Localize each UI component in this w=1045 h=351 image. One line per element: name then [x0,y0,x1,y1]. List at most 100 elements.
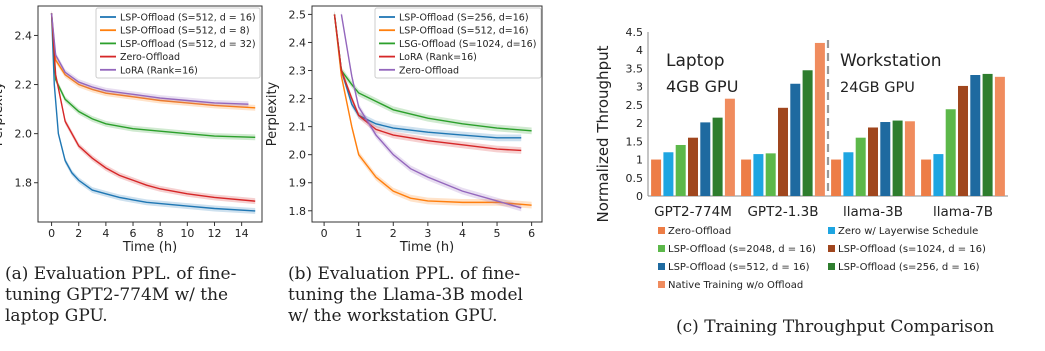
y-tick-label: 2 [636,117,643,130]
legend-swatch [828,263,835,270]
bar [778,107,788,196]
x-tick-label: 14 [235,227,249,240]
series-line [50,13,256,139]
legend-label: Zero-Offload [399,65,459,76]
y-tick-label: 2.5 [626,99,644,112]
legend-label: LoRA (Rank=16) [120,65,198,76]
bar [814,42,825,196]
series-line [50,13,249,105]
y-tick-label: 3 [636,81,643,94]
legend-label: LoRA (Rank=16) [399,52,477,63]
category-label: llama-3B [843,204,903,220]
y-tick-label: 2.2 [289,93,307,106]
y-tick-label: 2.0 [289,149,307,162]
bar [741,159,752,196]
legend-box [95,7,261,79]
y-tick-label: 2.5 [289,8,307,21]
legend-label: LSP-Offload (S=512, d=16) [399,26,529,37]
y-tick-label: 1.5 [626,135,644,148]
bar [802,70,813,196]
series-line [333,14,522,139]
legend-label: Native Training w/o Offload [668,280,803,291]
series-line [333,14,532,206]
bar [970,75,981,196]
y-tick-label: 2.4 [15,29,33,42]
x-tick-label: 2 [75,227,82,240]
bar [765,153,776,196]
y-tick-label: 2.0 [15,128,33,141]
y-axis-label: Perplexity [265,81,280,146]
legend-box [374,7,542,79]
legend-label: Zero-Offload [668,226,731,237]
bar [994,76,1005,196]
chart-b-llama-perplexity: 0 1 2 3 4 5 6 1.8 1.9 2.0 2.1 2.2 2.3 2.4 2.5 Time (h) P… [265,5,543,255]
legend-swatch [828,227,835,234]
series-line [50,13,256,109]
legend-swatch [658,227,665,234]
x-tick-label: 5 [494,227,501,240]
bar [651,159,662,196]
legend-label: Zero-Offload [120,52,180,63]
group-subtitle-laptop: 4GB GPU [666,77,738,96]
caption-a: (a) Evaluation PPL. of fine- tuning GPT2… [5,264,237,326]
bar [712,117,723,196]
bar [831,159,842,196]
legend-swatch [828,245,835,252]
category-label: GPT2-1.3B [747,204,818,220]
y-tick-label: 4 [636,44,643,57]
x-tick-label: 8 [157,227,164,240]
bar [904,121,915,196]
x-tick-label: 0 [321,227,328,240]
category-label: llama-7B [933,204,993,220]
y-tick-label: 1.8 [15,177,33,190]
bar [880,122,891,196]
y-tick-label: 2.3 [289,65,307,78]
legend-label: LSG-Offload (S=1024, d=16) [399,39,536,50]
bar [868,127,878,196]
x-tick-label: 12 [207,227,221,240]
bar [958,85,968,196]
bar [982,73,993,196]
x-tick-label: 1 [355,227,362,240]
y-tick-label: 3.5 [626,62,644,75]
x-tick-label: 2 [390,227,397,240]
bar [688,137,698,196]
legend-label: LSP-Offload (S=512, d = 32) [120,39,256,50]
bar [663,152,674,196]
series-line [333,14,532,132]
series-band [334,11,532,135]
group-title-workstation: Workstation [840,51,942,71]
y-tick-label: 1.9 [289,177,307,190]
bar [921,159,932,196]
y-axis-label: Perplexity [0,81,6,146]
plot-frame [37,5,263,223]
y-tick-label: 4.5 [626,26,644,39]
series-line [50,13,256,202]
series-line [50,13,256,212]
legend-label: LSP-Offload (s=1024, d = 16) [838,244,986,255]
legend-label: LSP-Offload (s=256, d = 16) [838,262,980,273]
y-tick-label: 2.2 [15,79,33,92]
bar [855,137,866,196]
bar [724,98,735,196]
group-title-laptop: Laptop [666,51,725,71]
bar [892,120,903,196]
y-tick-label: 0 [636,190,643,203]
chart-c-throughput: 0 0.5 1 1.5 2 2.5 3 3.5 4 4.5 Normalized Throughpu… [594,26,1008,291]
group-subtitle-workstation: 24GB GPU [840,80,915,96]
y-tick-label: 1.8 [289,205,307,218]
y-tick-label: 2.4 [289,36,307,49]
legend-swatch [658,263,665,270]
category-label: GPT2-774M [654,204,732,220]
x-tick-label: 10 [180,227,194,240]
series-line [333,14,522,152]
bar [843,152,854,196]
legend-label: LSP-Offload (S=256, d=16) [399,13,529,24]
bar [945,109,956,196]
x-tick-label: 4 [459,227,466,240]
bar [675,144,686,196]
y-tick-label: 2.1 [289,121,307,134]
x-tick-label: 3 [424,227,431,240]
caption-b: (b) Evaluation PPL. of fine- tuning the … [288,264,523,326]
x-axis-label: Time (h) [399,240,454,255]
